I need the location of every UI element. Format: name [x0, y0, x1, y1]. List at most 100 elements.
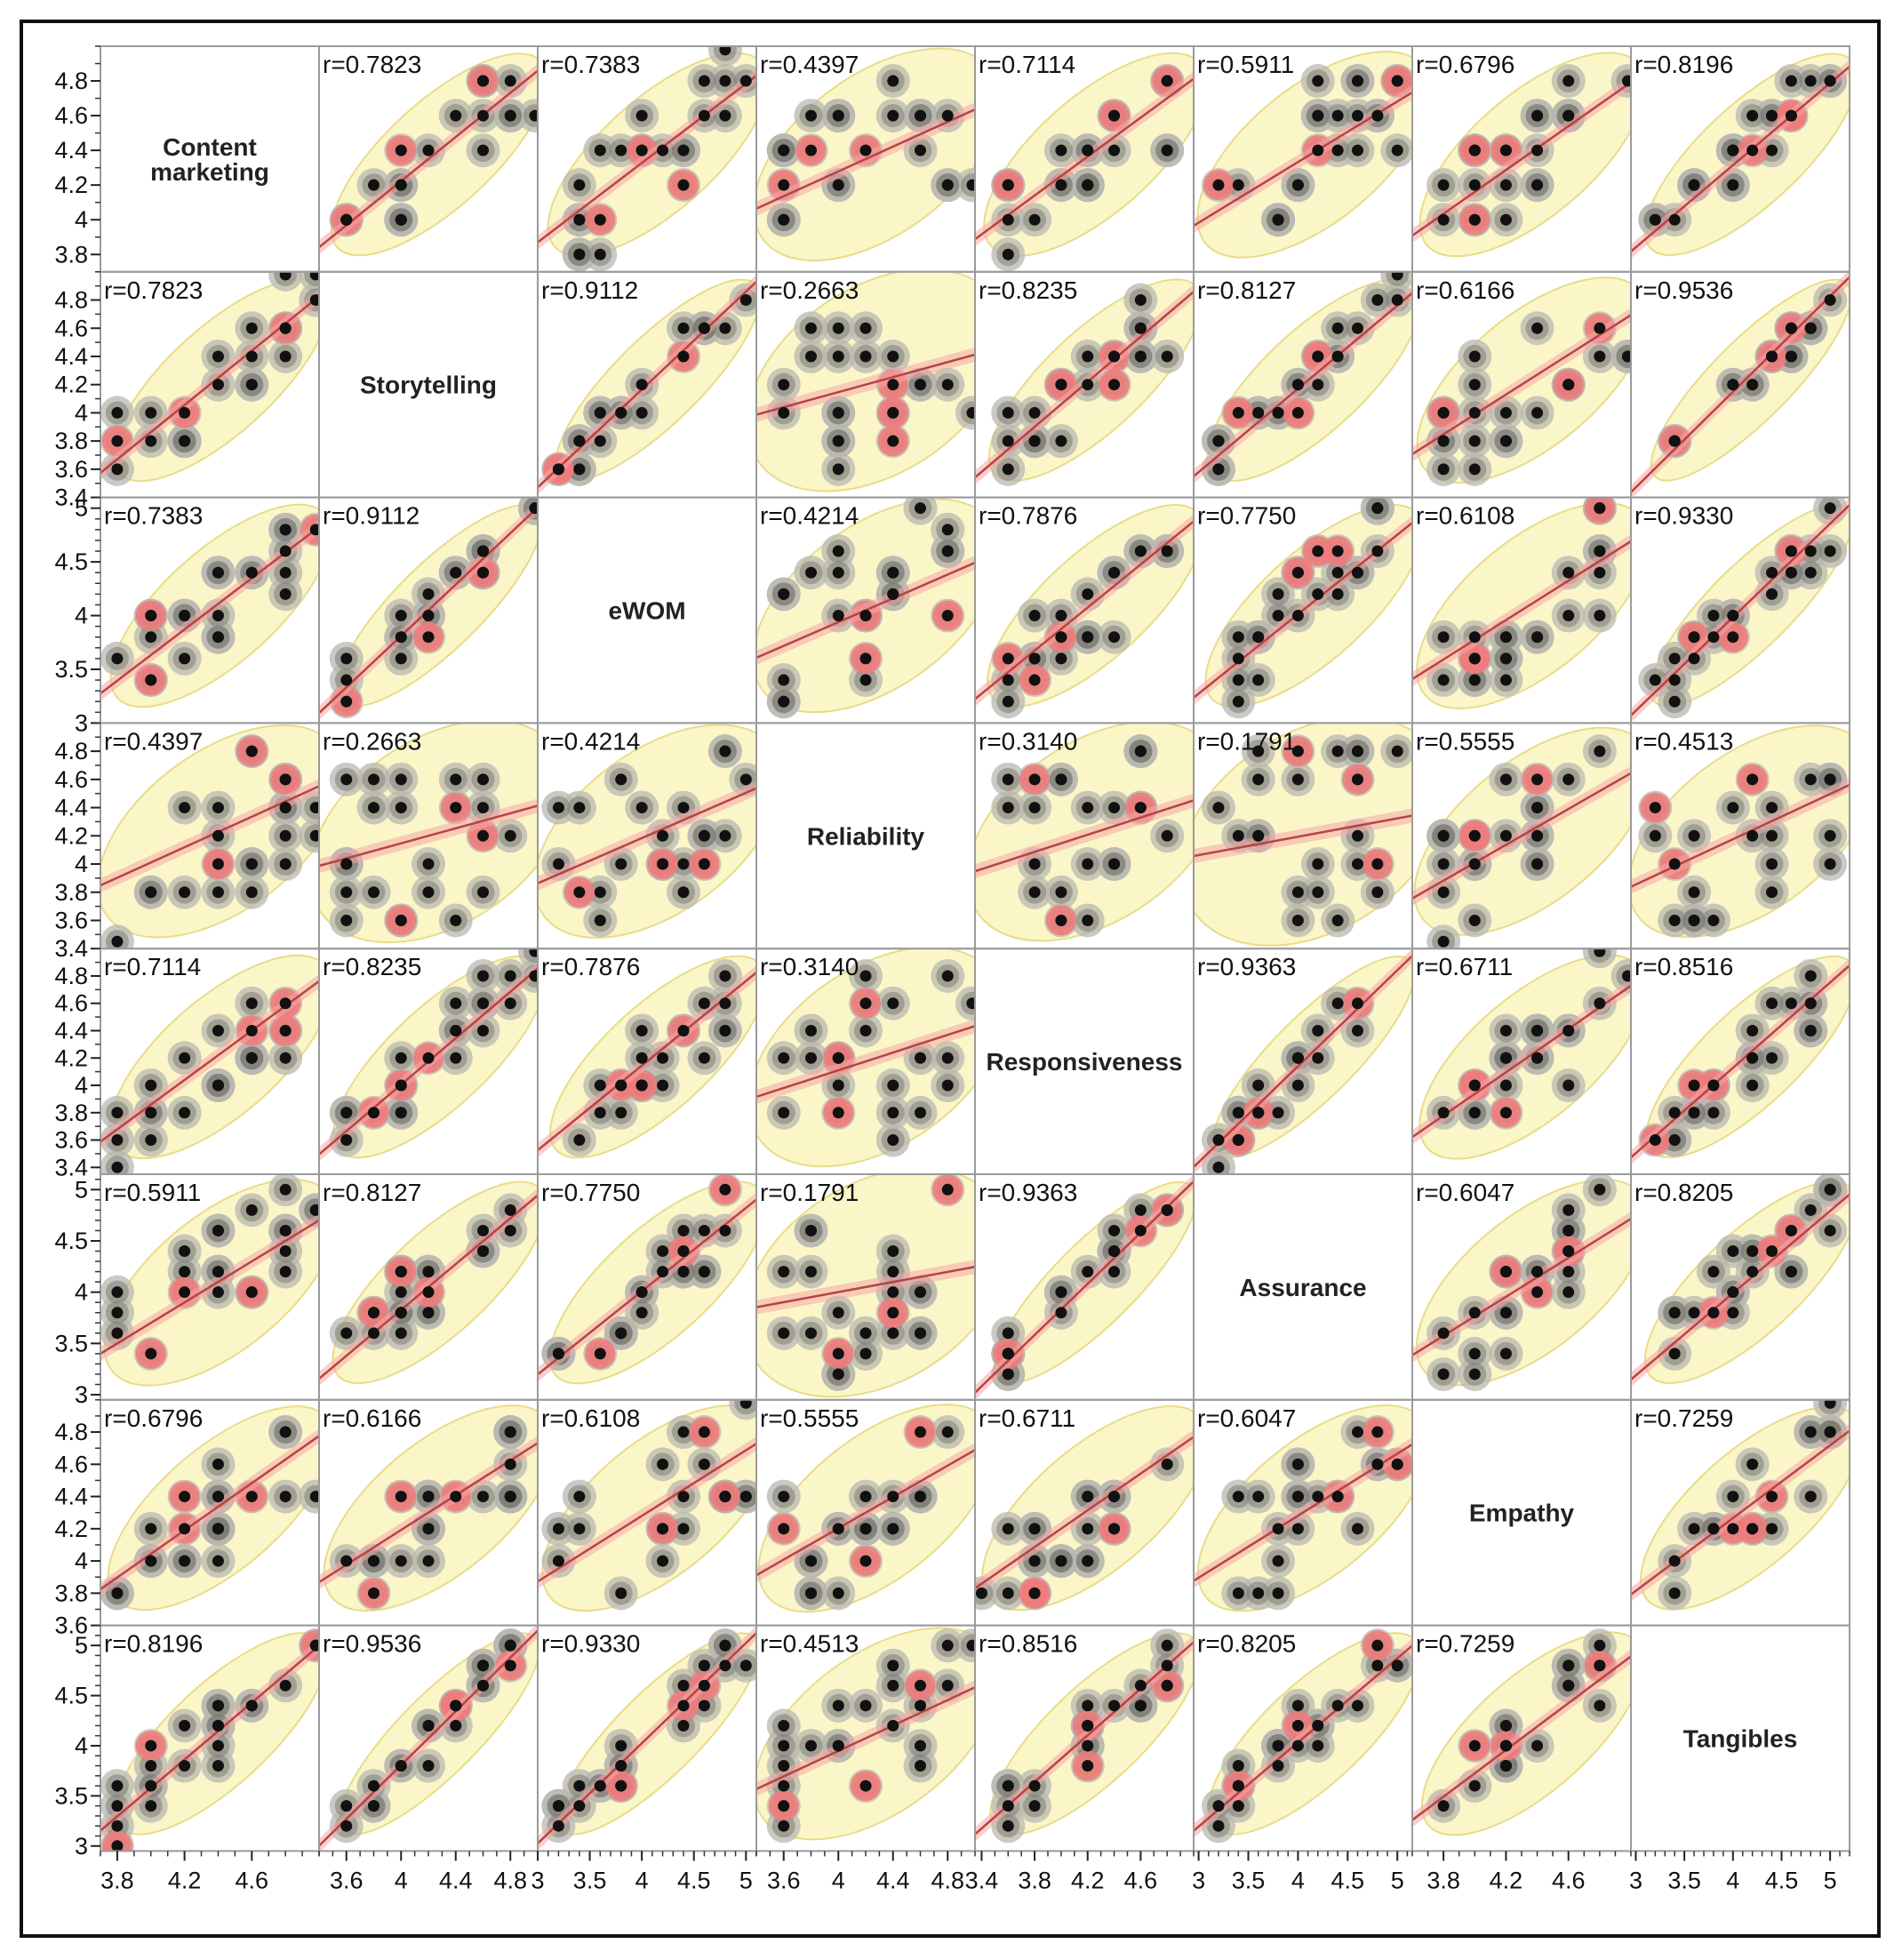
data-point	[1272, 1555, 1284, 1567]
data-point	[504, 1426, 516, 1438]
data-point	[1291, 179, 1304, 191]
panel-1-6: r=0.6166	[1411, 270, 1632, 499]
data-point	[635, 379, 648, 391]
data-point	[504, 1458, 516, 1470]
data-point	[1437, 213, 1450, 226]
data-point	[915, 502, 926, 515]
data-point	[573, 213, 586, 226]
panel-4-4: Responsiveness	[974, 948, 1195, 1175]
x-tick-label: 4	[635, 1867, 649, 1893]
data-point	[245, 886, 258, 899]
data-point	[1232, 1800, 1244, 1812]
data-point	[145, 886, 157, 899]
data-point	[1272, 1107, 1284, 1119]
data-point	[1468, 1348, 1481, 1360]
data-point	[1352, 1523, 1363, 1535]
data-point	[340, 652, 353, 665]
data-point	[245, 1286, 258, 1299]
data-point	[657, 1555, 669, 1567]
x-tick-label: 4	[395, 1867, 408, 1893]
data-point	[1161, 350, 1173, 363]
data-point	[719, 745, 731, 757]
y-tick-label: 4	[75, 603, 88, 629]
data-point	[1499, 179, 1512, 191]
data-point	[677, 1266, 690, 1278]
panel-5-6: r=0.6047	[1411, 1173, 1632, 1401]
data-point	[1531, 1740, 1544, 1752]
data-point	[832, 406, 844, 419]
data-point	[477, 886, 489, 899]
data-point	[615, 858, 627, 870]
data-point	[395, 1555, 407, 1567]
panel-5-0: r=0.5911	[100, 1173, 320, 1401]
data-point	[1082, 588, 1094, 600]
data-point	[966, 179, 975, 191]
data-point	[1531, 829, 1544, 842]
data-point	[698, 1426, 710, 1438]
data-point	[309, 802, 319, 814]
data-point	[573, 179, 586, 191]
data-point	[1312, 1024, 1324, 1036]
data-point	[887, 1107, 899, 1119]
y-tick-label: 4.4	[54, 1484, 88, 1510]
data-point	[368, 1307, 380, 1319]
data-point	[1824, 502, 1836, 515]
panel-1-7: r=0.9536	[1630, 270, 1850, 499]
data-point	[615, 1327, 627, 1340]
data-point	[1499, 1307, 1512, 1319]
data-point	[1499, 1107, 1512, 1119]
data-point	[573, 1134, 586, 1147]
data-point	[832, 1052, 844, 1064]
data-point	[832, 179, 844, 191]
fit-line	[1412, 314, 1631, 456]
data-point	[552, 463, 564, 476]
fit-line	[756, 353, 975, 416]
y-tick-label: 4.8	[54, 68, 88, 94]
x-tick-label: 5	[1824, 1867, 1837, 1893]
data-point	[477, 1660, 489, 1672]
diagonal-label: Reliability	[807, 822, 925, 850]
fit-line	[975, 1436, 1194, 1589]
data-point	[340, 914, 353, 926]
panel-2-5: r=0.7750	[1193, 496, 1413, 724]
y-tick-label: 4	[75, 1072, 88, 1099]
data-point	[915, 1700, 926, 1712]
data-point	[1232, 179, 1244, 191]
data-point	[212, 1760, 224, 1772]
data-point	[1082, 144, 1094, 156]
data-point	[145, 406, 157, 419]
data-point	[1108, 350, 1121, 363]
fit-line	[1631, 1193, 1850, 1380]
data-point	[1468, 1780, 1481, 1792]
data-point	[887, 1719, 899, 1732]
data-point	[1688, 652, 1700, 665]
data-point	[1082, 350, 1094, 363]
x-tick-label: 4.2	[1071, 1867, 1105, 1893]
data-point	[1499, 1740, 1512, 1752]
data-point	[1352, 773, 1363, 786]
y-tick-label: 4.2	[54, 172, 88, 198]
data-point	[805, 1224, 817, 1236]
diagonal-label: Empathy	[1469, 1500, 1575, 1527]
data-point	[340, 1555, 353, 1567]
data-point	[1391, 75, 1403, 87]
data-point	[698, 1224, 710, 1236]
data-point	[1594, 1639, 1606, 1652]
data-point	[635, 802, 648, 814]
correlation-label: r=0.6108	[1416, 502, 1514, 530]
panel-1-4: r=0.8235	[974, 270, 1195, 499]
data-point	[145, 1555, 157, 1567]
data-point	[111, 435, 124, 447]
data-point	[145, 610, 157, 622]
data-point	[832, 610, 844, 622]
data-point	[941, 1426, 954, 1438]
data-point	[1331, 1491, 1344, 1503]
data-point	[677, 144, 690, 156]
data-point	[145, 1780, 157, 1792]
panel-1-3: r=0.2663	[755, 270, 976, 499]
data-point	[1531, 1266, 1544, 1278]
panel-6-0: r=0.6796	[100, 1398, 320, 1627]
data-point	[1161, 545, 1173, 557]
data-point	[529, 502, 538, 515]
data-point	[719, 829, 731, 842]
